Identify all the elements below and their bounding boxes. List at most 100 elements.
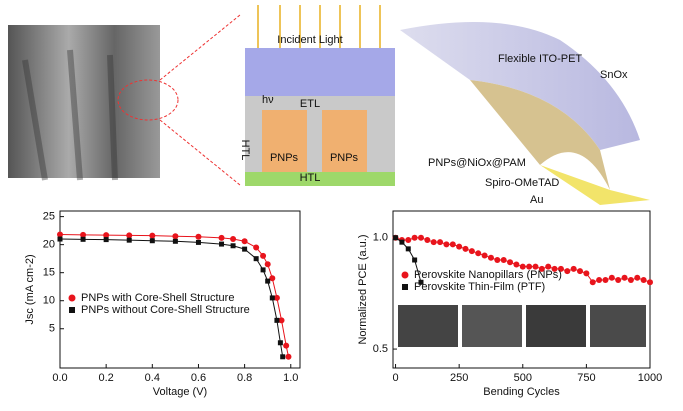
point [172,233,179,240]
point [538,265,545,272]
point [126,232,133,239]
label: HTL [300,172,321,184]
inset-photos [398,305,646,347]
point [583,270,590,277]
x-tick-label: 250 [450,372,468,384]
point [253,256,259,262]
point [468,248,475,255]
point [260,252,267,259]
point [443,241,450,248]
point [285,353,292,360]
point [283,342,290,349]
point [278,317,285,324]
y-tick-label: 1.0 [373,232,388,244]
point [627,277,634,284]
legend-marker [69,307,75,313]
label: PNPs@NiOx@PAM [428,157,526,169]
point [602,277,609,284]
point [264,261,271,268]
point [149,238,155,244]
x-axis-label: Bending Cycles [483,386,560,398]
y-tick-label: 15 [43,267,55,279]
point [526,263,533,270]
y-tick-label: 20 [43,239,55,251]
point [195,239,201,245]
legend-label: PNPs without Core-Shell Structure [81,304,250,316]
point [424,236,431,243]
point [393,235,399,241]
legend-marker [401,271,409,279]
point [242,246,248,252]
point [577,268,584,275]
point [494,256,501,263]
x-tick-label: 0 [392,372,398,384]
label: Spiro-OMeTAD [485,177,559,189]
point [570,265,577,272]
point [481,252,488,259]
point [405,246,411,252]
point [80,231,87,238]
point [589,279,596,286]
point [437,239,444,246]
label: Au [530,194,543,206]
label: PNPs [330,152,359,164]
point [640,277,647,284]
point [405,236,412,243]
x-tick-label: 0.2 [99,372,114,384]
point [500,256,507,263]
label: PNPs [270,152,299,164]
point [596,277,603,284]
point [417,234,424,241]
y-tick-label: 0.5 [373,343,388,355]
legend-marker [402,284,408,290]
x-axis-label: Voltage (V) [153,386,207,398]
point [532,263,539,270]
y-tick-label: 5 [49,323,55,335]
point [564,268,571,275]
point [126,237,132,243]
point [551,265,558,272]
point [475,250,482,257]
point [269,275,276,282]
point [615,277,622,284]
point [621,274,628,281]
point [487,254,494,261]
label: hν [262,94,274,106]
point [430,239,437,246]
y-tick-label: 10 [43,295,55,307]
label: HTL [239,140,251,161]
y-tick-label: 25 [43,211,55,223]
point [149,232,156,239]
legend-label: Perovskite Nanopillars (PNPs) [414,269,562,281]
point [418,279,424,285]
point [634,274,641,281]
point [608,274,615,281]
point [507,259,514,266]
point [265,278,271,284]
point [253,244,260,251]
label: Incident Light [277,34,342,46]
x-tick-label: 1.0 [283,372,298,384]
point [269,295,275,301]
x-tick-label: 0.4 [145,372,160,384]
label: SnOx [600,69,628,81]
device-schematic: Incident Light ETL HTL HTL PNPs PNPs hν [239,5,395,186]
point [449,241,456,248]
legend-marker [68,294,76,302]
point [280,354,286,360]
point [412,257,418,263]
flexible-device: Flexible ITO-PET SnOx PNPs@NiOx@PAM Spir… [400,22,650,206]
point [273,294,280,301]
point [519,263,526,270]
point [513,261,520,268]
x-tick-label: 0.6 [191,372,206,384]
point [57,236,63,242]
point [230,236,237,243]
x-tick-label: 0.8 [237,372,252,384]
point [462,245,469,252]
point [218,234,225,241]
point [103,232,110,239]
point [241,238,248,245]
point [195,233,202,240]
